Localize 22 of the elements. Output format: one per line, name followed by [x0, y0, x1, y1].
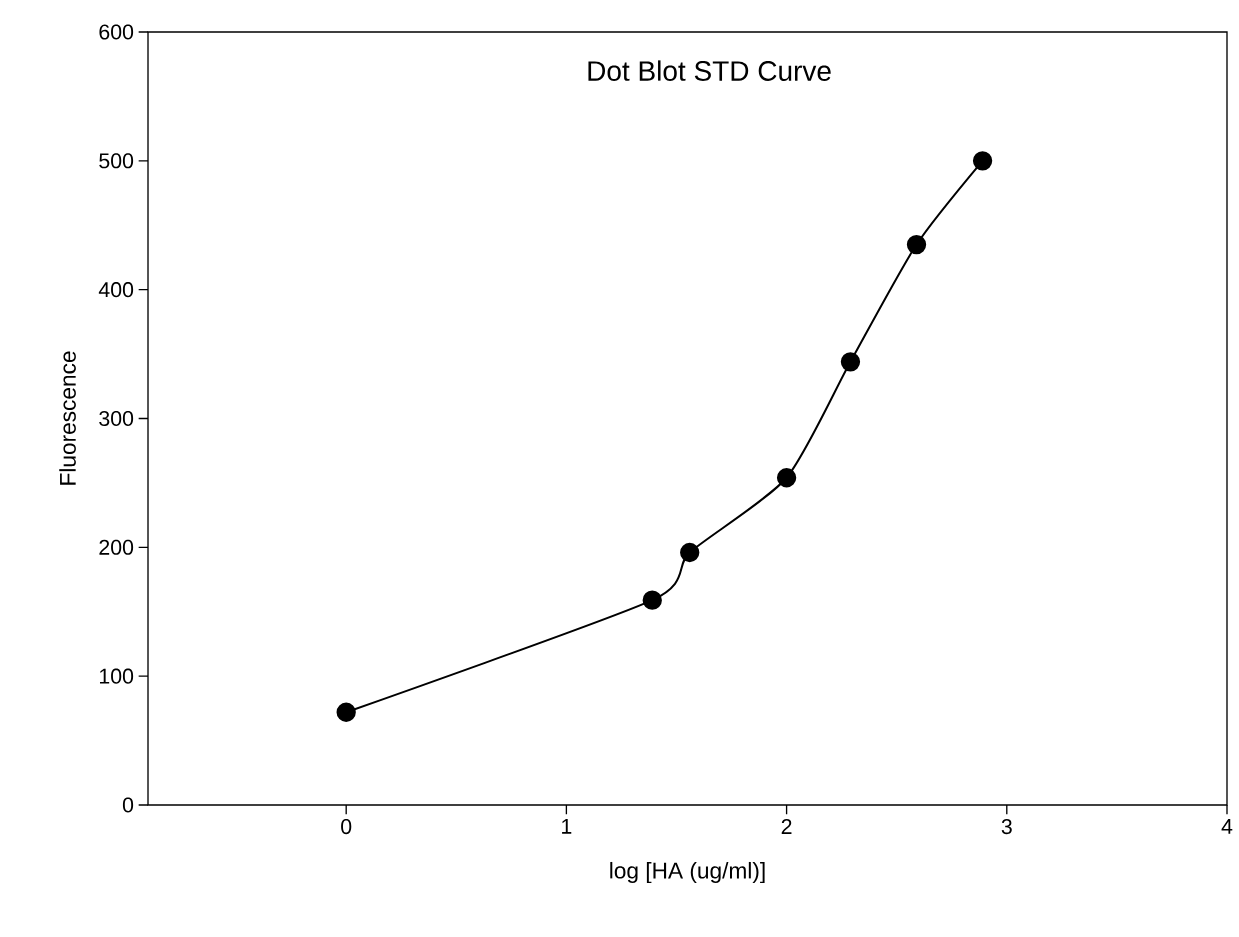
- point: [680, 542, 700, 563]
- y-tick-label: 300: [99, 410, 134, 427]
- point: [972, 151, 993, 171]
- x-tick-label: 3: [1001, 819, 1012, 835]
- x-tick-label: 4: [1221, 819, 1233, 834]
- y-tick-label: 400: [98, 282, 134, 298]
- x-tick-label: 0: [341, 819, 352, 835]
- point: [840, 352, 861, 372]
- y-tick-label: 500: [99, 153, 134, 169]
- point: [642, 590, 662, 610]
- point: [336, 702, 356, 722]
- y-tick-label: 600: [99, 24, 134, 40]
- text: Dot Blot STD Curve: [588, 60, 831, 81]
- point: [776, 468, 797, 488]
- y-axis-title: Fluorescence: [59, 351, 76, 485]
- x-tick-label: 2: [781, 819, 792, 834]
- x-tick-label: 1: [562, 819, 572, 834]
- y-tick-label: 0: [122, 797, 134, 813]
- y-tick-label: 100: [99, 668, 134, 684]
- y-tick-label: 200: [99, 539, 134, 555]
- point: [906, 234, 927, 255]
- x-axis-title: log [HA (ug/ml)]: [610, 861, 765, 884]
